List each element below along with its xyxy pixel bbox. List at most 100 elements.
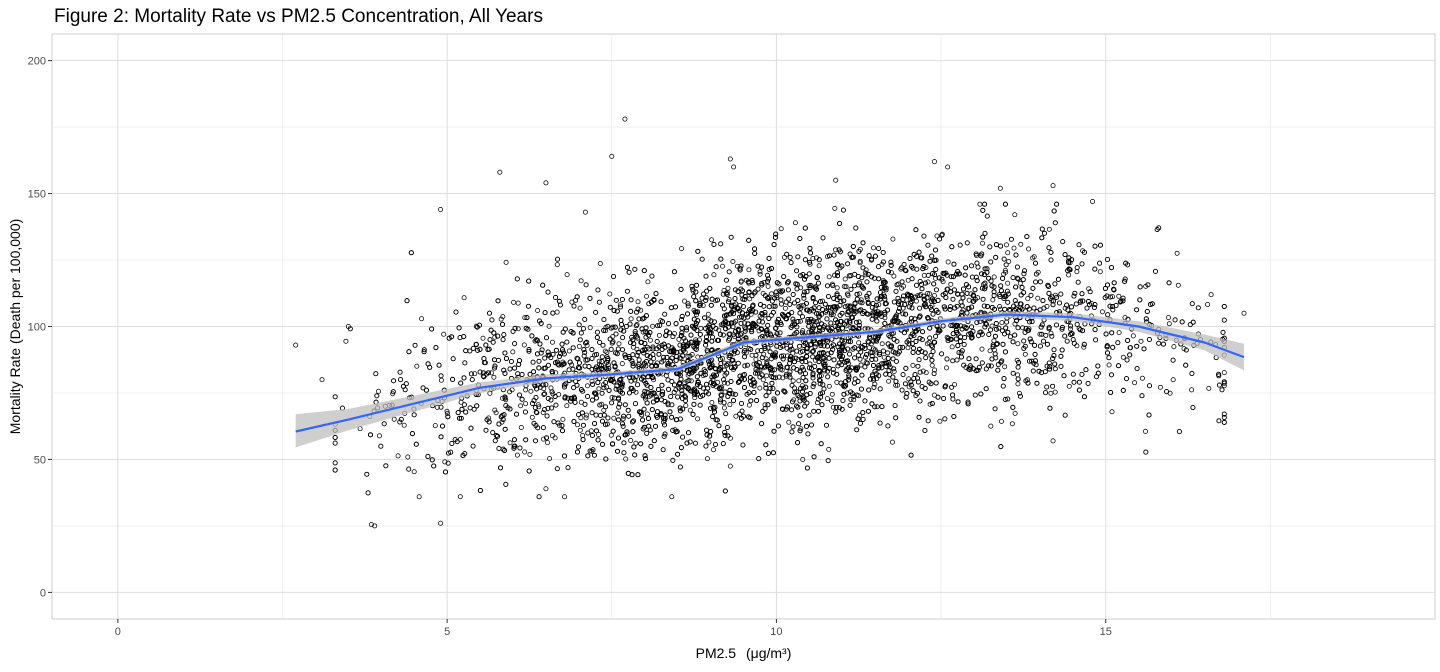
scatter-point (536, 404, 542, 410)
scatter-point (949, 344, 955, 350)
scatter-point (1005, 280, 1011, 286)
scatter-point (692, 395, 698, 401)
scatter-point (523, 401, 529, 407)
scatter-point (533, 409, 539, 415)
scatter-point (746, 267, 752, 273)
scatter-point (1067, 326, 1073, 332)
scatter-point (611, 415, 617, 421)
scatter-point (797, 318, 803, 324)
scatter-point (619, 361, 625, 367)
scatter-point (782, 388, 787, 394)
scatter-point (663, 373, 669, 379)
scatter-point (934, 233, 940, 239)
scatter-point (826, 446, 832, 452)
scatter-point (529, 414, 535, 420)
scatter-point (552, 435, 558, 441)
scatter-point (948, 281, 954, 287)
scatter-point (522, 315, 528, 321)
scatter-point (628, 438, 634, 443)
scatter-point (1128, 345, 1134, 351)
scatter-point (515, 326, 521, 332)
scatter-point (411, 469, 417, 475)
scatter-point (560, 416, 566, 422)
scatter-point (817, 378, 823, 384)
scatter-point (589, 378, 595, 384)
scatter-point (510, 349, 516, 355)
scatter-point (1002, 267, 1008, 273)
scatter-point (856, 340, 862, 346)
scatter-point (926, 340, 932, 346)
scatter-point (434, 404, 440, 410)
scatter-point (395, 453, 401, 459)
scatter-point (1011, 245, 1017, 251)
scatter-point (514, 452, 520, 458)
scatter-point (1031, 254, 1037, 260)
scatter-point (564, 403, 570, 409)
scatter-point (997, 304, 1003, 309)
scatter-point (564, 272, 570, 278)
scatter-point (722, 380, 728, 386)
scatter-point (862, 270, 868, 276)
scatter-point (925, 279, 931, 285)
scatter-point (557, 422, 562, 428)
scatter-point (1066, 272, 1072, 278)
scatter-point (704, 456, 710, 462)
scatter-point (1081, 344, 1087, 350)
scatter-point (944, 365, 949, 371)
scatter-point (1157, 384, 1163, 390)
scatter-point (1005, 250, 1011, 256)
scatter-point (617, 302, 623, 308)
scatter-point (792, 220, 798, 226)
scatter-point (871, 245, 876, 251)
scatter-point (988, 423, 994, 429)
scatter-point (851, 254, 857, 260)
scatter-point (890, 439, 895, 445)
scatter-point (790, 378, 796, 384)
scatter-point (562, 494, 568, 500)
scatter-points (293, 116, 1247, 529)
scatter-point (607, 291, 613, 297)
scatter-point (1046, 226, 1052, 232)
scatter-point (945, 259, 951, 265)
scatter-point (493, 410, 499, 416)
scatter-point (774, 319, 780, 325)
scatter-point (343, 338, 349, 344)
scatter-point (683, 403, 689, 409)
scatter-point (376, 433, 382, 439)
scatter-point (843, 323, 849, 329)
scatter-point (507, 440, 513, 446)
scatter-point (1052, 389, 1058, 395)
scatter-point (1066, 383, 1072, 389)
scatter-point (585, 383, 590, 389)
scatter-point (774, 295, 780, 301)
scatter-point (851, 397, 857, 403)
scatter-point (547, 456, 553, 462)
scatter-point (528, 388, 534, 394)
scatter-point (441, 331, 447, 337)
scatter-point (651, 377, 657, 383)
scatter-point (1020, 325, 1026, 331)
scatter-point (688, 378, 694, 384)
scatter-point (444, 411, 450, 416)
scatter-point (932, 367, 938, 373)
scatter-point (929, 362, 935, 368)
scatter-point (1048, 390, 1054, 396)
scatter-point (816, 263, 822, 269)
scatter-point (979, 346, 985, 352)
scatter-point (716, 327, 722, 333)
scatter-point (432, 423, 438, 429)
scatter-point (778, 226, 784, 232)
scatter-point (830, 404, 836, 410)
scatter-point (554, 262, 560, 268)
scatter-point (721, 405, 727, 411)
scatter-point (796, 378, 802, 384)
scatter-point (879, 261, 885, 267)
scatter-point (746, 402, 752, 408)
scatter-point (694, 312, 699, 318)
scatter-point (1037, 331, 1043, 337)
scatter-point (706, 439, 712, 445)
scatter-point (718, 399, 723, 405)
scatter-point (1024, 377, 1030, 383)
scatter-point (927, 401, 933, 407)
chart-title: Figure 2: Mortality Rate vs PM2.5 Concen… (54, 6, 543, 27)
